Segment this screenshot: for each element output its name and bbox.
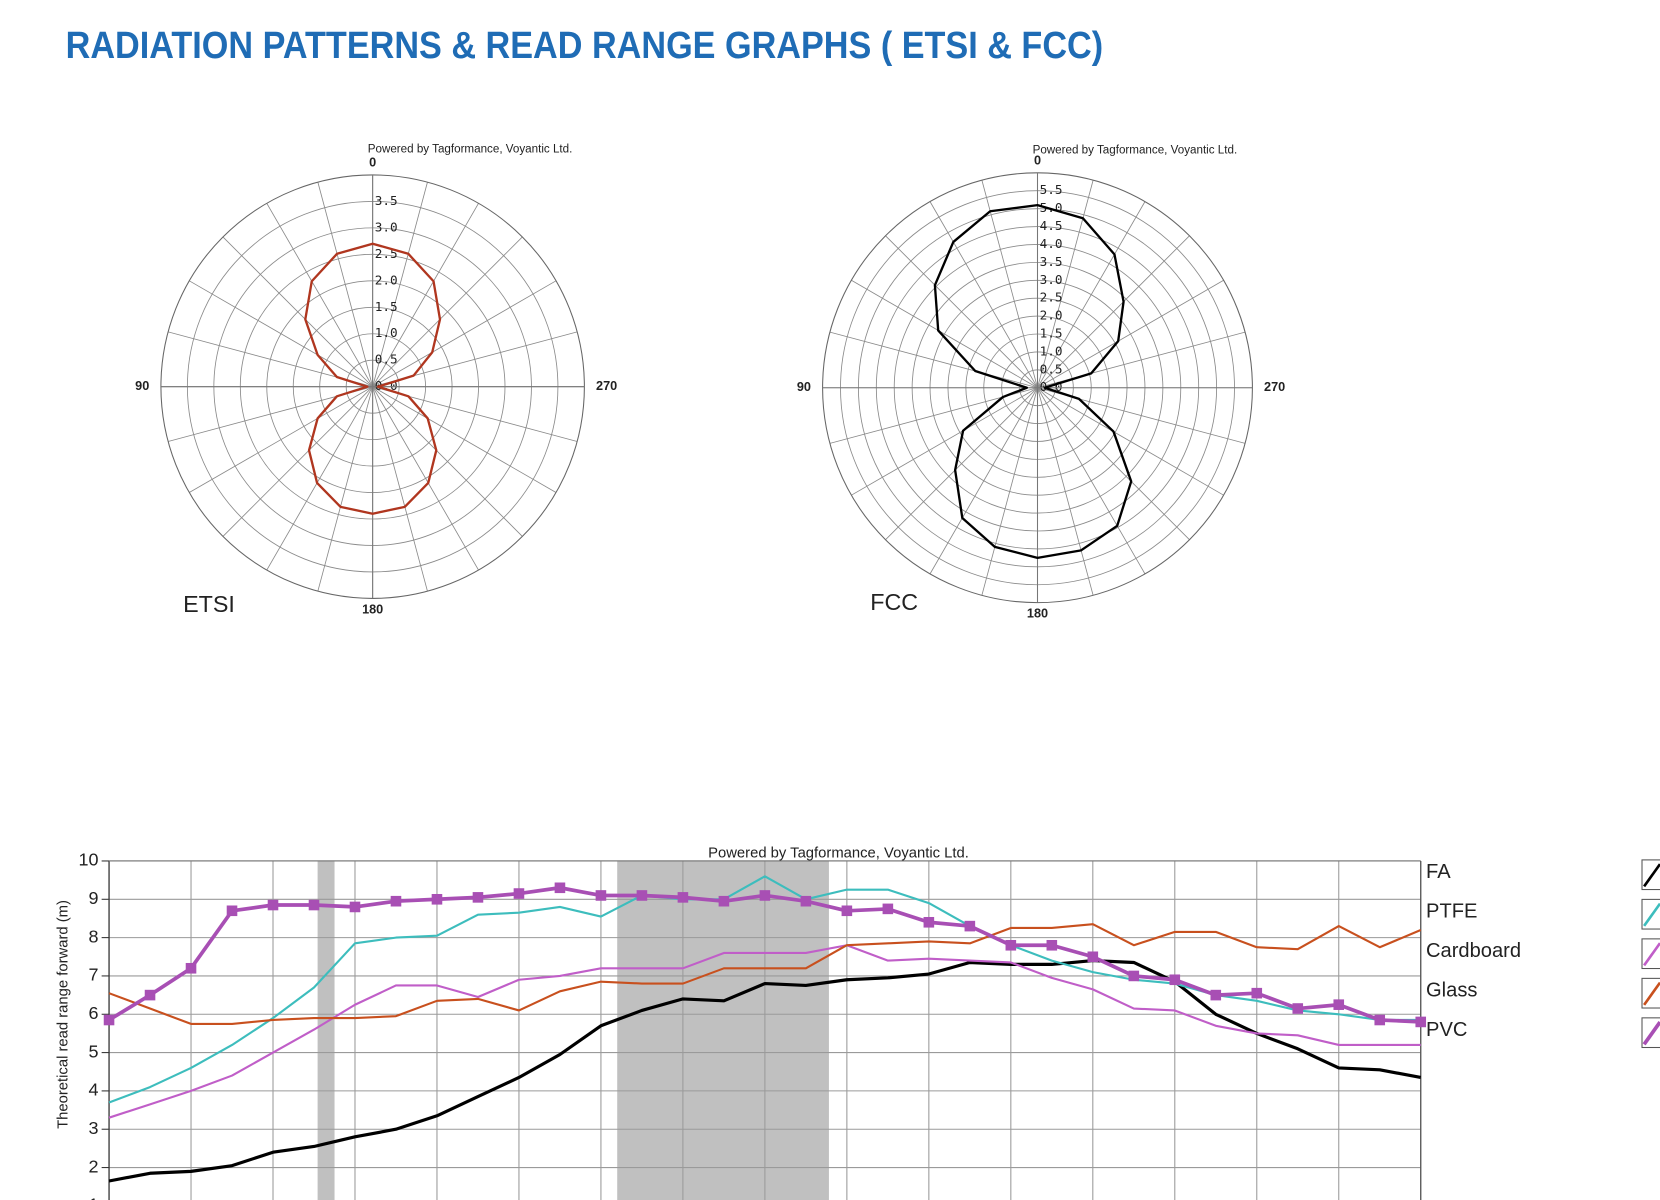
legend-swatch-box <box>1641 977 1660 1009</box>
page-title: RADIATION PATTERNS & READ RANGE GRAPHS (… <box>66 25 1104 67</box>
r-tick-label: 4.0 <box>1040 236 1063 251</box>
angle-tick-label: 90 <box>797 380 811 394</box>
r-tick-label: 3.5 <box>375 193 398 208</box>
series-marker <box>1169 974 1181 986</box>
series-marker <box>677 892 689 903</box>
r-tick-label: 0.5 <box>375 352 398 367</box>
y-tick-label: 8 <box>88 926 98 946</box>
band-shade <box>317 860 335 1200</box>
r-tick-label: 1.0 <box>375 325 398 340</box>
series-marker <box>1210 989 1222 1001</box>
series-marker <box>390 895 402 907</box>
series-marker <box>964 920 976 932</box>
polar-line <box>933 203 1133 560</box>
y-tick-label: 7 <box>88 965 98 985</box>
series-marker <box>1005 939 1017 951</box>
y-tick-label: 4 <box>88 1080 98 1100</box>
series-line <box>108 958 1422 1183</box>
series-marker <box>431 893 443 905</box>
legend-swatch-box <box>1641 859 1660 891</box>
r-tick-label: 3.0 <box>375 219 398 234</box>
angle-tick-label: 270 <box>1264 380 1285 394</box>
series-marker <box>718 895 730 907</box>
series-marker <box>1333 999 1345 1010</box>
series-marker <box>144 989 156 1001</box>
series-marker <box>1046 939 1058 951</box>
r-tick-label: 4.5 <box>1040 218 1063 233</box>
series-marker <box>636 890 648 901</box>
angle-tick-label: 180 <box>1027 607 1048 621</box>
legend-swatch-box <box>1641 938 1660 970</box>
legend-swatch <box>1643 902 1660 927</box>
chart-label: ETSI <box>183 591 235 617</box>
y-tick-label: 3 <box>88 1118 98 1138</box>
series-marker <box>472 892 484 903</box>
series-marker <box>226 905 238 917</box>
legend-label: Glass <box>1426 979 1477 1001</box>
series-marker <box>923 916 935 928</box>
y-tick-label: 6 <box>88 1003 98 1023</box>
r-tick-label: 5.5 <box>1040 182 1063 197</box>
series-marker <box>185 962 197 974</box>
r-tick-label: 1.5 <box>375 299 398 314</box>
series-marker <box>1251 987 1263 999</box>
series-line <box>108 923 1422 1025</box>
y-axis-label: Theoretical read range forward (m) <box>55 900 71 1129</box>
legend-label: FA <box>1426 861 1451 883</box>
y-tick-label: 1 <box>88 1195 98 1200</box>
series-marker <box>1415 1016 1427 1028</box>
series-marker <box>513 888 525 899</box>
chart-title: Powered by Tagformance, Voyantic Ltd. <box>1033 144 1238 157</box>
y-tick-label: 5 <box>88 1041 98 1061</box>
r-tick-label: 2.0 <box>375 272 398 287</box>
legend-swatch <box>1643 981 1660 1006</box>
legend-label: PTFE <box>1426 900 1477 922</box>
r-tick-label: 1.5 <box>1040 326 1063 341</box>
y-tick-label: 10 <box>78 850 98 870</box>
series-marker <box>554 882 566 894</box>
series-marker <box>1128 970 1140 982</box>
series-marker <box>308 899 320 911</box>
angle-tick-label: 180 <box>362 602 383 616</box>
series-marker <box>267 899 279 911</box>
series-marker <box>1292 1003 1304 1014</box>
legend-swatch <box>1643 863 1660 888</box>
series-line <box>108 944 1421 1119</box>
legend-label: Cardboard <box>1426 940 1521 962</box>
series-marker <box>841 905 853 917</box>
series-marker <box>759 890 771 901</box>
series-marker <box>1374 1014 1386 1026</box>
series-marker <box>1087 951 1099 963</box>
angle-tick-label: 90 <box>135 379 149 393</box>
r-tick-label: 3.5 <box>1040 254 1063 269</box>
series-marker <box>800 895 812 907</box>
y-tick-label: 9 <box>88 888 98 908</box>
angle-tick-label: 270 <box>596 379 617 393</box>
band-shade <box>617 860 829 1200</box>
angle-tick-label: 0 <box>1034 154 1041 168</box>
r-tick-label: 1.0 <box>1040 343 1063 358</box>
r-tick-label: 2.0 <box>1040 308 1063 323</box>
chart-label: FCC <box>870 589 918 615</box>
r-tick-label: 3.0 <box>1040 272 1063 287</box>
angle-tick-label: 0 <box>369 156 376 170</box>
legend-swatch <box>1642 1021 1660 1046</box>
chart-title: Powered by Tagformance, Voyantic Ltd. <box>368 143 573 156</box>
r-tick-label: 2.5 <box>1040 290 1063 305</box>
polar-line <box>304 242 442 515</box>
legend-swatch <box>1643 942 1660 967</box>
series-marker <box>882 903 894 915</box>
legend-label: PVC <box>1426 1019 1467 1041</box>
chart-title: Powered by Tagformance, Voyantic Ltd. <box>708 845 969 861</box>
legend-swatch-box <box>1641 1017 1660 1049</box>
series-marker <box>595 890 607 901</box>
r-tick-label: 0.5 <box>1040 361 1063 376</box>
series-marker <box>349 901 361 913</box>
legend-swatch-box <box>1641 898 1660 930</box>
series-marker <box>103 1014 115 1026</box>
y-tick-label: 2 <box>88 1156 98 1176</box>
